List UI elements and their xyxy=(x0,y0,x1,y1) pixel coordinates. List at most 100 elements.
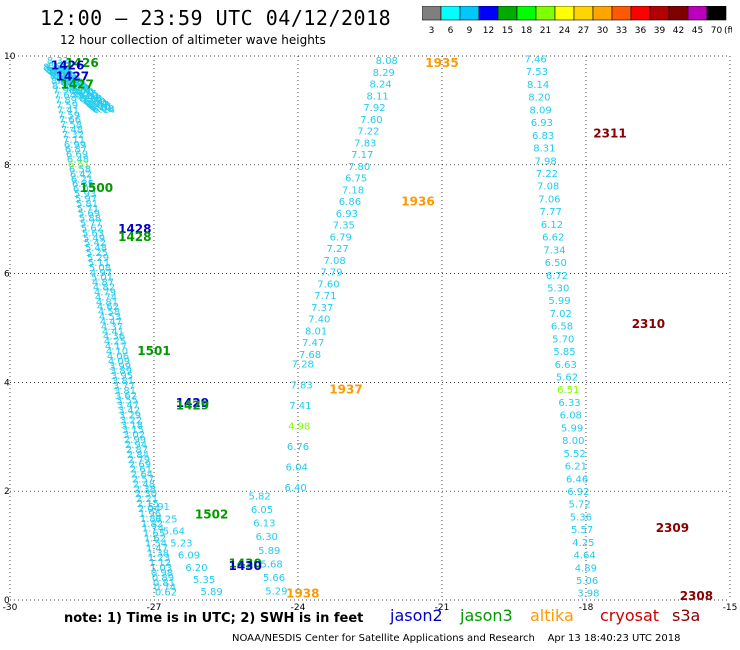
swh-value-label: 6.05 xyxy=(251,505,273,516)
swh-value-label: 0.62 xyxy=(155,588,177,599)
swh-value-label: 5.97 xyxy=(75,194,97,205)
y-tick-label: 6 xyxy=(4,270,10,280)
swh-value-label: 3.02 xyxy=(123,430,145,441)
footer-credit: NOAA/NESDIS Center for Satellite Applica… xyxy=(232,633,681,644)
swh-value-label: 8.17 xyxy=(74,89,96,100)
swh-value-label: 5.48 xyxy=(85,243,107,254)
legend-item-s3a: s3a xyxy=(672,606,701,625)
pass-time-label: 1426 xyxy=(65,56,98,70)
swh-value-label: 4.98 xyxy=(288,421,310,432)
swh-value-label: 5.01 xyxy=(91,273,113,284)
swh-value-label: 8.32 xyxy=(47,56,69,67)
swh-value-label: 8.17 xyxy=(52,81,74,92)
swh-value-label: 3.89 xyxy=(110,366,132,377)
swh-value-label: 7.34 xyxy=(543,245,565,256)
swh-value-label: 6.09 xyxy=(178,551,200,562)
swh-value-label: 3.55 xyxy=(116,396,138,407)
swh-value-label: 8.46 xyxy=(43,63,65,74)
swh-value-label: 3.47 xyxy=(117,401,139,412)
swh-value-label: 5.68 xyxy=(260,559,282,570)
pass-time-label: 2309 xyxy=(656,521,689,535)
colorbar-label: 30 xyxy=(597,26,609,36)
swh-value-label: 4.10 xyxy=(106,347,128,358)
swh-value-label: 5.36 xyxy=(570,512,592,523)
swh-value-label: 6.35 xyxy=(72,179,94,190)
swh-value-label: 7.46 xyxy=(57,74,79,85)
swh-value-label: 6.75 xyxy=(345,174,367,185)
swh-value-label: 2.94 xyxy=(125,440,147,451)
swh-value-label: 7.36 xyxy=(64,81,86,92)
swh-value-label: 5.62 xyxy=(81,223,103,234)
swh-value-label: 5.25 xyxy=(86,248,108,259)
swh-value-label: 3.99 xyxy=(109,361,131,372)
swh-value-label: 1.96 xyxy=(139,509,161,520)
swh-value-label: 3.81 xyxy=(114,386,136,397)
swh-value-label: 6.51 xyxy=(557,385,579,396)
swh-value-label: 8.22 xyxy=(44,64,66,75)
swh-value-label: 8.01 xyxy=(305,326,327,337)
swh-value-label: 6.46 xyxy=(566,474,588,485)
swh-value-label: 6.83 xyxy=(532,131,554,142)
swh-value-label: 6.42 xyxy=(70,169,92,180)
y-tick-label: 8 xyxy=(4,161,10,171)
swh-value-label: 7.17 xyxy=(351,150,373,161)
swh-value-label: 4.97 xyxy=(90,268,112,279)
swh-value-label: 1.23 xyxy=(148,553,170,564)
swh-value-label: 7.49 xyxy=(68,84,90,95)
swh-value-label: 2.15 xyxy=(137,499,159,510)
swh-value-label: 4.89 xyxy=(575,563,597,574)
swh-value-label: 7.41 xyxy=(57,105,79,116)
swh-value-label: 5.64 xyxy=(163,526,185,537)
swh-value-label: 7.70 xyxy=(54,72,76,83)
swh-value-label: 7.66 xyxy=(59,115,81,126)
swh-value-label: 6.79 xyxy=(330,232,352,243)
swh-value-label: 8.28 xyxy=(79,93,101,104)
swh-value-label: 6.50 xyxy=(545,258,567,269)
swh-value-label: 5.06 xyxy=(576,576,598,587)
swh-value-label: 5.42 xyxy=(84,238,106,249)
swh-value-label: 3.81 xyxy=(112,376,134,387)
swh-value-label: 5.62 xyxy=(556,373,578,384)
swh-value-label: 7.21 xyxy=(69,85,91,96)
colorbar-label: 45 xyxy=(692,26,703,36)
swh-value-label: 8.11 xyxy=(366,91,388,102)
legend-item-jason2: jason2 xyxy=(390,606,443,625)
swh-value-label: 6.06 xyxy=(88,101,110,112)
swh-value-label: 4.09 xyxy=(108,356,130,367)
swh-value-label: 5.52 xyxy=(563,449,585,460)
swh-value-label: 6.08 xyxy=(92,104,114,115)
swh-value-label: 4.82 xyxy=(93,283,115,294)
swh-value-label: 3.29 xyxy=(119,410,141,421)
swh-value-label: 5.88 xyxy=(79,214,101,225)
swh-value-label: 8.72 xyxy=(52,70,74,81)
swh-value-label: 4.17 xyxy=(105,342,127,353)
swh-value-label: 1.47 xyxy=(146,543,168,554)
swh-value-label: 8.00 xyxy=(562,436,584,447)
swh-value-label: 4.53 xyxy=(99,312,121,323)
swh-value-label: 2.21 xyxy=(136,494,158,505)
colorbar-label: 6 xyxy=(448,26,454,36)
swh-value-label: 7.59 xyxy=(56,100,78,111)
swh-value-label: 5.81 xyxy=(76,199,98,210)
swh-value-label: 6.69 xyxy=(66,150,88,161)
swh-value-label: 3.62 xyxy=(115,391,137,402)
swh-value-label: 2.99 xyxy=(124,435,146,446)
swh-value-label: 5.77 xyxy=(80,219,102,230)
swh-value-label: 1.62 xyxy=(144,534,166,545)
swh-value-label: 3.22 xyxy=(120,415,142,426)
swh-value-label: 1.87 xyxy=(140,514,162,525)
chart-title: 12:00 – 23:59 UTC 04/12/2018 xyxy=(40,6,392,30)
swh-value-label: 8.10 xyxy=(75,90,97,101)
swh-value-label: 6.21 xyxy=(71,174,93,185)
swh-value-label: 7.95 xyxy=(63,80,85,91)
swh-value-label: 5.23 xyxy=(170,539,192,550)
swh-value-label: 7.83 xyxy=(290,380,312,391)
swh-value-label: 8.26 xyxy=(60,78,82,89)
swh-value-label: 6.40 xyxy=(284,483,306,494)
colorbar-unit: (ft) xyxy=(724,26,732,36)
legend-item-cryosat: cryosat xyxy=(600,606,660,625)
swh-value-label: 4.64 xyxy=(573,551,595,562)
pass-time-label: 1429 xyxy=(176,399,209,413)
swh-value-label: 6.13 xyxy=(253,519,275,530)
swh-value-label: 0.98 xyxy=(151,568,173,579)
